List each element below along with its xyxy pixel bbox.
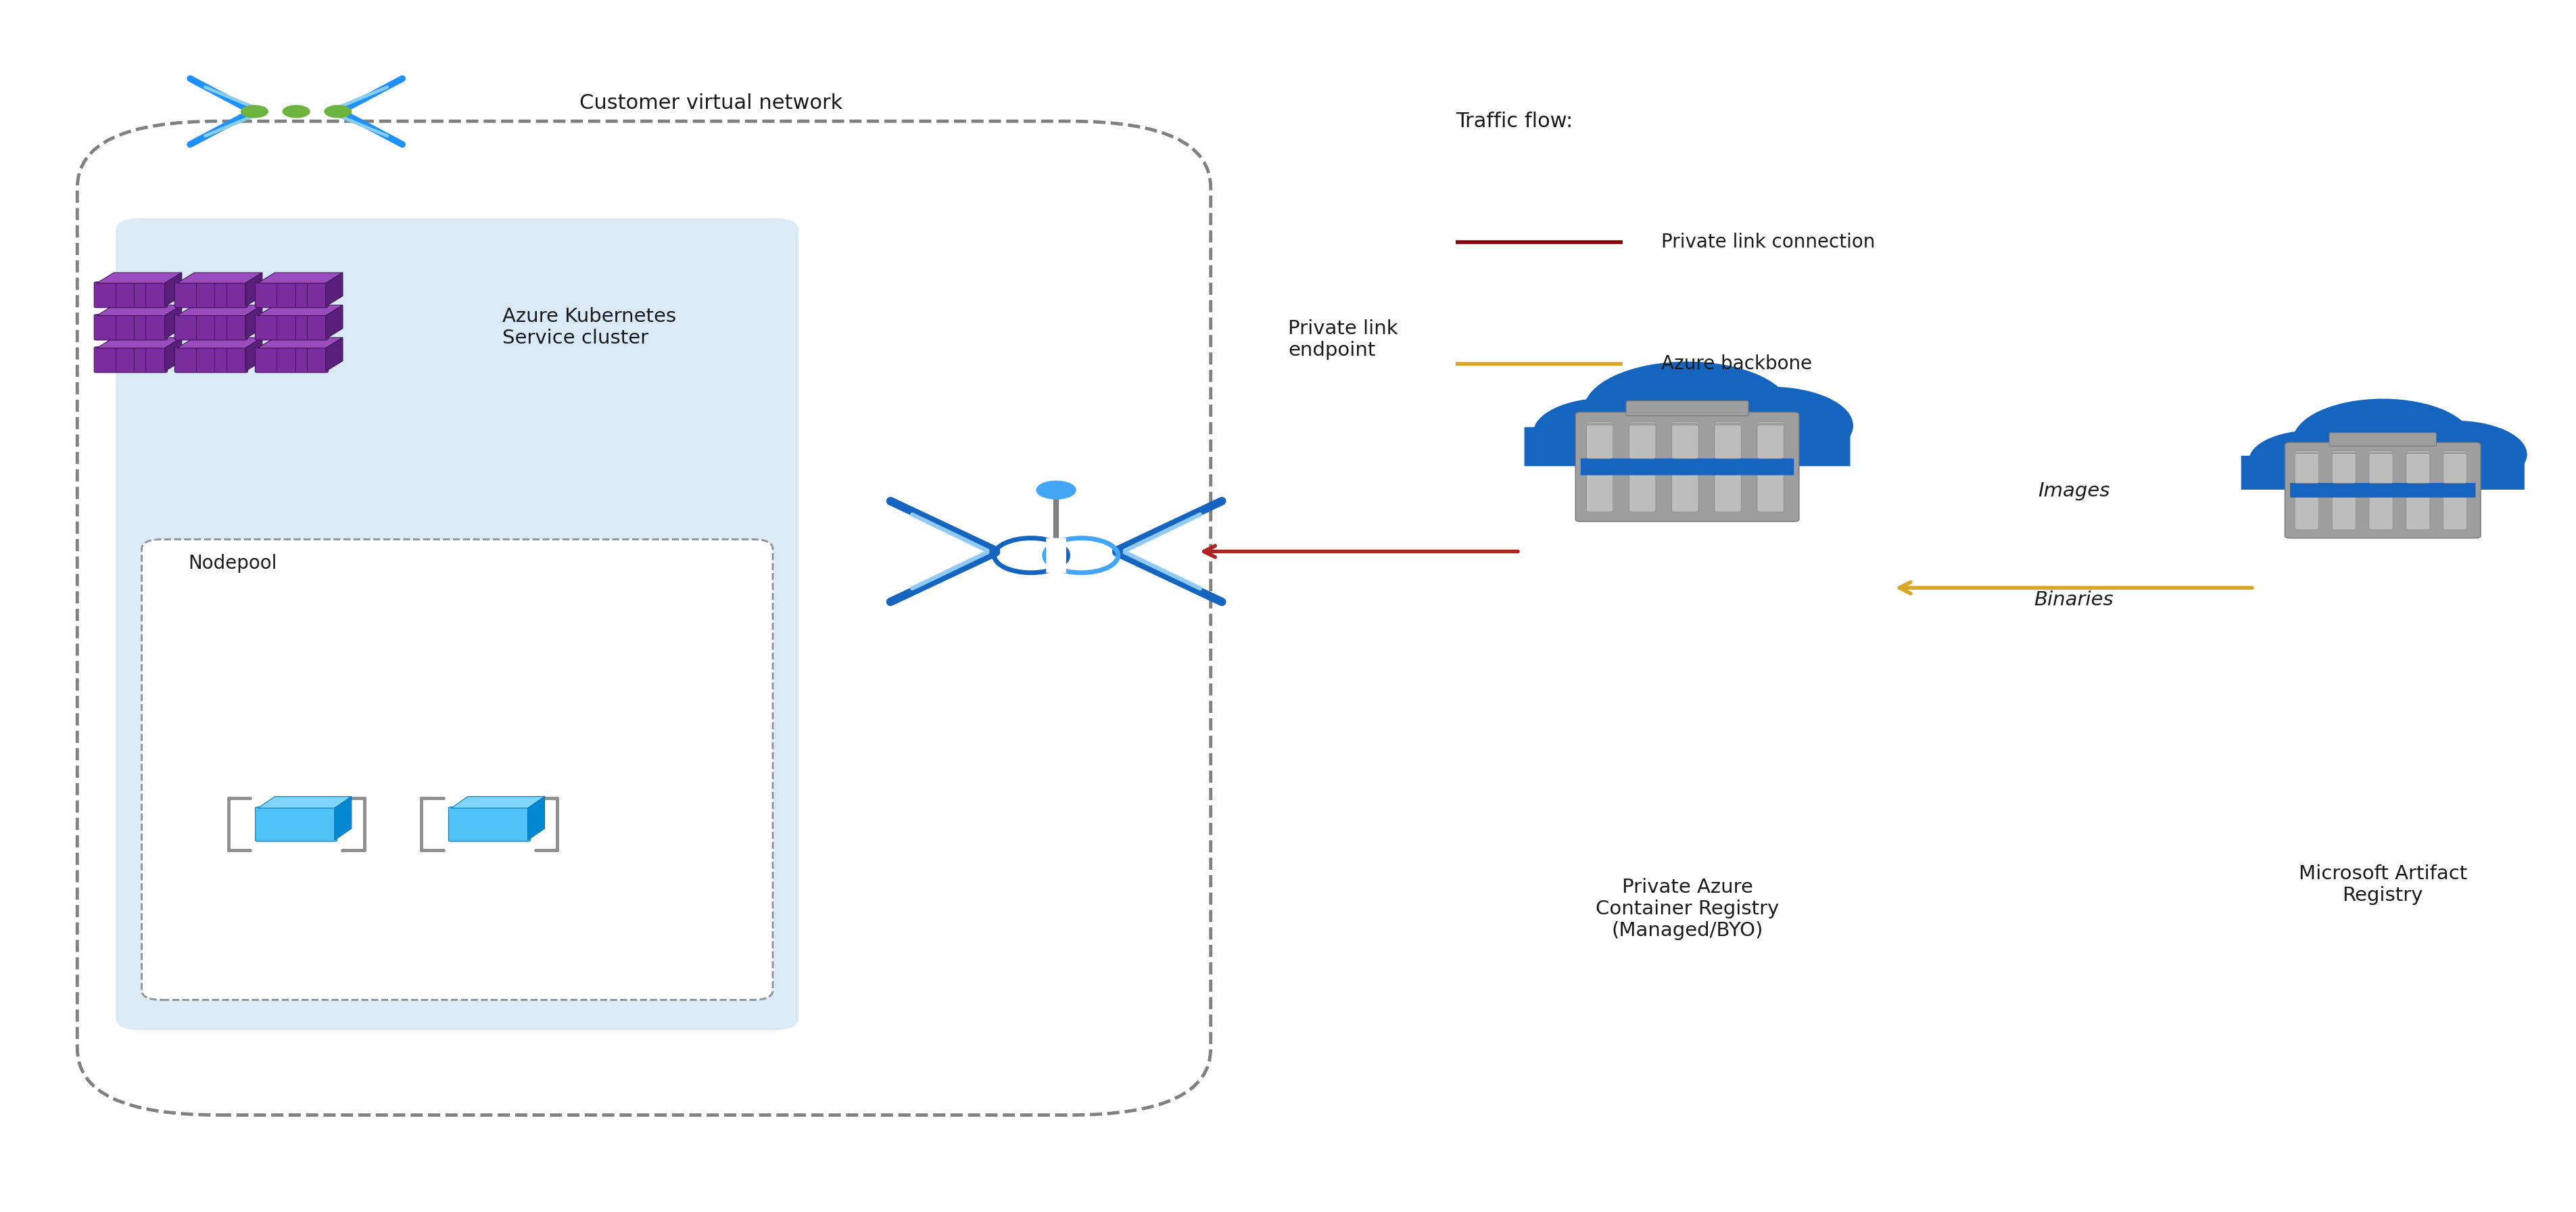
Text: Azure Kubernetes
Service cluster: Azure Kubernetes Service cluster xyxy=(502,307,675,348)
FancyBboxPatch shape xyxy=(1046,538,1066,573)
Text: Binaries: Binaries xyxy=(2035,590,2112,610)
FancyBboxPatch shape xyxy=(2331,453,2354,484)
FancyBboxPatch shape xyxy=(2442,451,2468,530)
FancyBboxPatch shape xyxy=(2290,484,2476,498)
Circle shape xyxy=(1584,361,1790,459)
Polygon shape xyxy=(325,338,343,371)
FancyBboxPatch shape xyxy=(255,282,327,308)
Circle shape xyxy=(2249,430,2378,491)
FancyBboxPatch shape xyxy=(1628,422,1656,511)
Polygon shape xyxy=(335,796,350,840)
FancyBboxPatch shape xyxy=(1628,425,1656,458)
Polygon shape xyxy=(451,796,544,808)
Text: Private Azure
Container Registry
(Managed/BYO): Private Azure Container Registry (Manage… xyxy=(1595,877,1780,941)
Text: Microsoft Artifact
Registry: Microsoft Artifact Registry xyxy=(2298,864,2468,905)
Text: Traffic flow:: Traffic flow: xyxy=(1455,112,1571,131)
FancyBboxPatch shape xyxy=(95,282,167,308)
Circle shape xyxy=(1533,398,1682,468)
FancyBboxPatch shape xyxy=(2370,453,2393,484)
Text: Private link
endpoint: Private link endpoint xyxy=(1288,319,1399,360)
FancyBboxPatch shape xyxy=(255,807,337,841)
Polygon shape xyxy=(98,273,183,284)
Polygon shape xyxy=(258,273,343,284)
Text: Customer virtual network: Customer virtual network xyxy=(580,93,842,113)
FancyBboxPatch shape xyxy=(1625,401,1749,416)
FancyBboxPatch shape xyxy=(95,347,167,372)
FancyBboxPatch shape xyxy=(2295,453,2318,484)
FancyBboxPatch shape xyxy=(2370,451,2393,530)
FancyBboxPatch shape xyxy=(1587,422,1613,511)
Polygon shape xyxy=(325,305,343,339)
Polygon shape xyxy=(165,273,183,307)
Polygon shape xyxy=(528,796,544,840)
FancyBboxPatch shape xyxy=(2290,452,2476,484)
Circle shape xyxy=(240,105,268,118)
Circle shape xyxy=(1036,481,1077,499)
Circle shape xyxy=(2383,421,2527,488)
FancyBboxPatch shape xyxy=(1582,423,1793,458)
Polygon shape xyxy=(245,305,263,339)
Circle shape xyxy=(1687,387,1852,464)
Polygon shape xyxy=(245,338,263,371)
FancyBboxPatch shape xyxy=(1577,412,1798,521)
FancyBboxPatch shape xyxy=(1672,425,1698,458)
FancyBboxPatch shape xyxy=(2406,453,2429,484)
FancyBboxPatch shape xyxy=(1525,427,1850,467)
FancyBboxPatch shape xyxy=(1587,425,1613,458)
FancyBboxPatch shape xyxy=(1757,425,1783,458)
FancyBboxPatch shape xyxy=(1757,422,1783,511)
FancyBboxPatch shape xyxy=(2406,451,2429,530)
FancyBboxPatch shape xyxy=(2285,442,2481,538)
FancyBboxPatch shape xyxy=(255,347,327,372)
FancyBboxPatch shape xyxy=(1582,458,1793,475)
FancyBboxPatch shape xyxy=(2241,456,2524,490)
FancyBboxPatch shape xyxy=(1716,425,1741,458)
Polygon shape xyxy=(165,338,183,371)
Polygon shape xyxy=(178,273,263,284)
Polygon shape xyxy=(98,338,183,348)
Polygon shape xyxy=(325,273,343,307)
Text: Azure backbone: Azure backbone xyxy=(1662,354,1814,373)
FancyBboxPatch shape xyxy=(255,314,327,341)
Text: Private link connection: Private link connection xyxy=(1662,233,1875,252)
FancyBboxPatch shape xyxy=(175,282,247,308)
FancyBboxPatch shape xyxy=(175,314,247,341)
Polygon shape xyxy=(245,273,263,307)
FancyBboxPatch shape xyxy=(116,218,799,1030)
FancyBboxPatch shape xyxy=(2295,451,2318,530)
FancyBboxPatch shape xyxy=(1716,422,1741,511)
Circle shape xyxy=(283,105,309,118)
FancyBboxPatch shape xyxy=(448,807,531,841)
FancyBboxPatch shape xyxy=(142,539,773,1000)
Polygon shape xyxy=(258,338,343,348)
FancyBboxPatch shape xyxy=(175,347,247,372)
Polygon shape xyxy=(178,338,263,348)
Polygon shape xyxy=(258,305,343,315)
FancyBboxPatch shape xyxy=(2331,451,2354,530)
Circle shape xyxy=(325,105,353,118)
Polygon shape xyxy=(98,305,183,315)
Polygon shape xyxy=(165,305,183,339)
Text: Images: Images xyxy=(2038,481,2110,501)
Circle shape xyxy=(2293,399,2473,484)
FancyBboxPatch shape xyxy=(95,314,167,341)
Text: Nodepool: Nodepool xyxy=(188,554,276,573)
FancyBboxPatch shape xyxy=(2329,433,2437,446)
Polygon shape xyxy=(178,305,263,315)
FancyBboxPatch shape xyxy=(2442,453,2468,484)
FancyBboxPatch shape xyxy=(1672,422,1698,511)
Polygon shape xyxy=(258,796,350,808)
